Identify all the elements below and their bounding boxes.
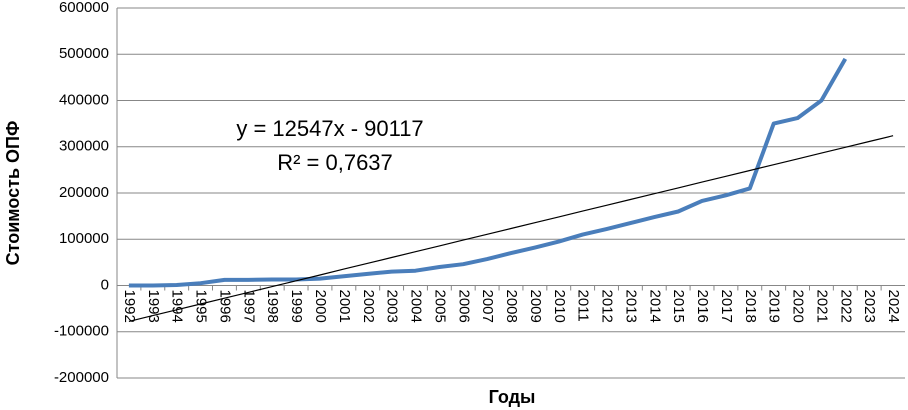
x-tick-label: 2019 <box>766 290 783 323</box>
y-tick-label: 400000 <box>59 91 109 108</box>
x-tick-label: 2002 <box>360 290 377 323</box>
x-tick-label: 1992 <box>121 290 138 323</box>
x-tick-label: 2012 <box>599 290 616 323</box>
trend-r2: R² = 0,7637 <box>277 150 393 175</box>
x-tick-label: 2008 <box>503 290 520 323</box>
x-tick-label: 1999 <box>288 290 305 323</box>
y-tick-label: 300000 <box>59 138 109 155</box>
x-tick-label: 2009 <box>527 290 544 323</box>
x-tick-label: 2018 <box>742 290 759 323</box>
x-tick-label: 1993 <box>145 290 162 323</box>
y-tick-label: 0 <box>101 276 109 293</box>
x-tick-label: 2024 <box>885 290 902 323</box>
y-axis-title: Стоимость ОПФ <box>3 121 23 266</box>
x-tick-label: 2007 <box>479 290 496 323</box>
x-tick-label: 2011 <box>575 290 592 322</box>
x-tick-label: 2017 <box>718 290 735 323</box>
x-tick-label: 2020 <box>790 290 807 323</box>
data-line <box>128 57 848 288</box>
x-tick-label: 2000 <box>312 290 329 323</box>
x-tick-label: 2021 <box>813 290 830 323</box>
y-tick-label: -100000 <box>54 323 109 340</box>
trend-line <box>128 135 894 322</box>
x-tick-label: 2010 <box>551 290 568 323</box>
x-tick-label: 2014 <box>646 290 663 323</box>
x-tick-label: 1996 <box>216 290 233 323</box>
x-tick-label: 2016 <box>694 290 711 323</box>
x-tick-label: 1994 <box>169 290 186 323</box>
x-tick-label: 2006 <box>455 290 472 323</box>
y-tick-label: 600000 <box>59 0 109 16</box>
y-tick-label: -200000 <box>54 369 109 386</box>
x-tick-label: 2022 <box>837 290 854 323</box>
y-tick-label: 500000 <box>59 45 109 62</box>
x-tick-label: 2013 <box>622 290 639 323</box>
x-tick-label: 2004 <box>408 290 425 323</box>
trend-equation: y = 12547x - 90117 <box>236 116 423 141</box>
x-tick-label: 1995 <box>193 290 210 323</box>
x-tick-label: 2003 <box>384 290 401 323</box>
y-tick-label: 200000 <box>59 184 109 201</box>
x-tick-label: 2015 <box>670 290 687 323</box>
y-tick-label: 100000 <box>59 230 109 247</box>
x-tick-label: 2023 <box>861 290 878 323</box>
x-axis-title: Годы <box>489 387 536 407</box>
x-tick-label: 2001 <box>336 290 353 323</box>
x-tick-label: 1998 <box>264 290 281 323</box>
x-tick-label: 2005 <box>431 290 448 323</box>
x-tick-label: 1997 <box>240 290 257 323</box>
